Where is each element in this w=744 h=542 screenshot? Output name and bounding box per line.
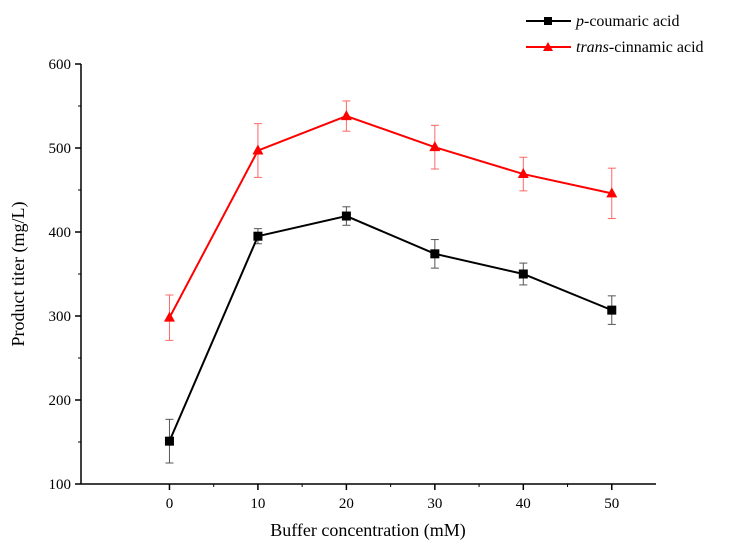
ticks: 0 10 20 30 40 50 100 200 300 400 500 600 [49,57,620,512]
data-point-square [430,249,440,259]
data-point-square [607,305,617,315]
data-point-triangle [340,110,352,121]
series-1 [163,100,618,341]
data-point-triangle [163,311,175,322]
legend-marker-square [544,17,552,25]
series-line [168,214,613,442]
x-tick-label: 50 [604,496,619,512]
legend: p-coumaric acid trans-cinnamic acid [526,13,704,56]
data-point-square [253,231,263,241]
x-tick-label: 30 [427,496,442,512]
legend-label-p-coumaric: p-coumaric acid [575,13,680,30]
legend-rest-p: -coumaric acid [584,13,680,30]
data-point-triangle [517,168,529,179]
data-point-triangle [252,144,264,155]
legend-italic-p: p [575,13,584,30]
axes [80,64,656,485]
series-line [168,115,612,319]
y-tick-label: 200 [49,393,72,409]
y-tick-label: 300 [49,309,72,325]
data-point-square [341,211,351,221]
y-tick-label: 100 [49,477,72,493]
y-axis-title: Product titer (mg/L) [8,202,29,347]
x-tick-label: 20 [339,496,354,512]
y-tick-label: 500 [49,141,72,157]
legend-marker-triangle [543,42,553,51]
series-0 [164,206,617,464]
legend-label-trans-cinnamic: trans-cinnamic acid [576,39,704,56]
y-tick-label: 400 [49,225,72,241]
data-point-triangle [606,187,618,198]
data-point-square [518,269,528,279]
x-axis-title: Buffer concentration (mM) [270,520,466,541]
legend-item-trans-cinnamic: trans-cinnamic acid [526,39,704,56]
legend-rest-trans: -cinnamic acid [609,39,704,56]
data-point-triangle [429,141,441,152]
series-layer [163,100,618,464]
data-point-square [164,436,174,446]
legend-item-p-coumaric: p-coumaric acid [526,13,680,30]
x-tick-label: 40 [516,496,531,512]
legend-italic-trans: trans [576,39,609,56]
y-tick-label: 600 [49,57,72,73]
x-tick-label: 10 [250,496,265,512]
x-tick-label: 0 [166,496,174,512]
